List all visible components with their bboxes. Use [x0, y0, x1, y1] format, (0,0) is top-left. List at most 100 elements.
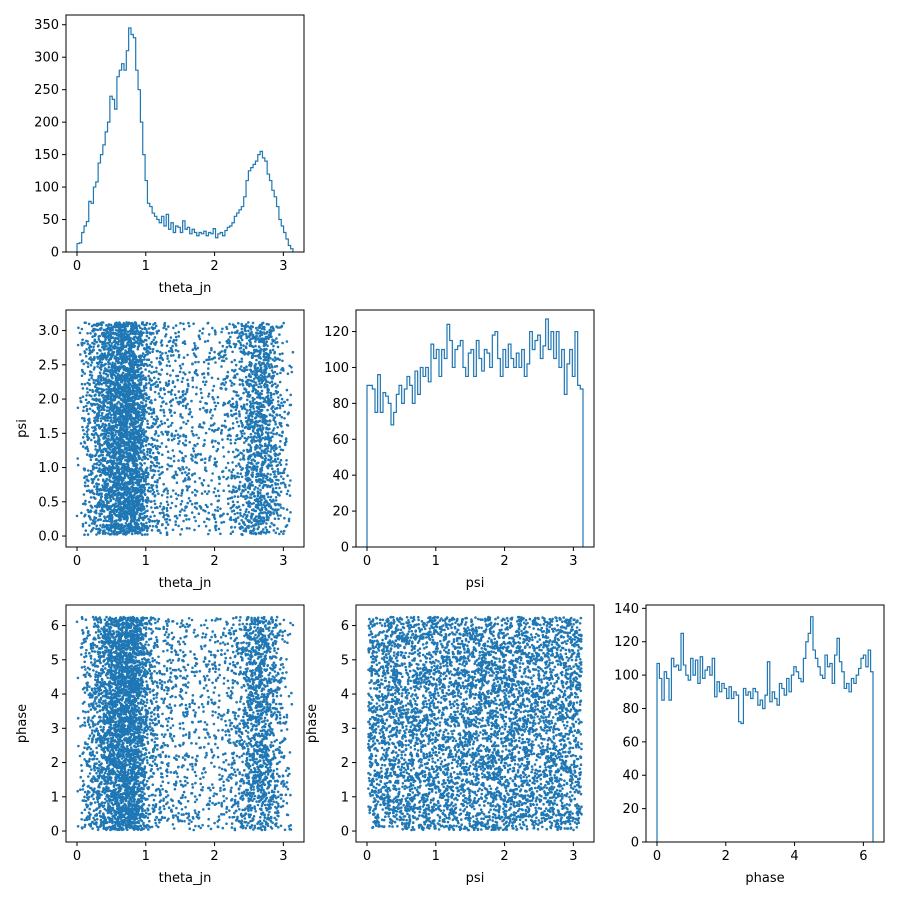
scatter-point — [144, 444, 148, 447]
scatter-point — [257, 502, 260, 506]
scatter-point — [276, 426, 280, 429]
scatter-point — [254, 509, 258, 513]
scatter-point — [139, 383, 143, 387]
scatter-point — [82, 493, 86, 496]
scatter-point — [153, 398, 157, 402]
scatter-point — [125, 425, 128, 429]
scatter-point — [129, 407, 133, 410]
scatter-point — [284, 437, 288, 440]
scatter-point — [132, 472, 136, 475]
scatter-point — [131, 351, 135, 354]
scatter-point — [237, 410, 241, 413]
scatter-point — [98, 463, 101, 467]
scatter-point — [106, 406, 109, 409]
scatter-point — [85, 453, 89, 456]
scatter-point — [89, 518, 92, 521]
scatter-point — [249, 351, 253, 355]
scatter-point — [181, 465, 184, 469]
scatter-point — [193, 528, 196, 532]
scatter-point — [148, 451, 152, 455]
scatter-point — [283, 417, 286, 420]
scatter-point — [177, 355, 181, 359]
scatter-point — [202, 421, 206, 425]
scatter-point — [148, 447, 152, 451]
scatter-point — [193, 480, 197, 484]
scatter-point — [146, 501, 149, 504]
scatter-point — [227, 331, 231, 335]
scatter-point — [240, 360, 244, 363]
scatter-point — [144, 430, 148, 433]
scatter-point — [133, 338, 136, 341]
scatter-point — [271, 383, 275, 387]
scatter-point — [185, 527, 189, 530]
scatter-point — [103, 355, 106, 359]
scatter-point — [272, 432, 276, 436]
scatter-point — [255, 354, 259, 358]
scatter-point — [187, 518, 191, 521]
scatter-point — [192, 322, 195, 326]
scatter-point — [188, 324, 191, 328]
scatter-point — [194, 460, 197, 464]
scatter-point — [285, 388, 289, 392]
scatter-point — [205, 402, 208, 405]
scatter-point — [239, 465, 242, 469]
scatter-point — [261, 361, 264, 365]
scatter-point — [231, 397, 234, 401]
scatter-point — [251, 384, 254, 388]
scatter-point — [96, 352, 99, 355]
scatter-point — [154, 524, 158, 528]
scatter-point — [253, 518, 256, 521]
scatter-point — [235, 506, 238, 509]
scatter-point — [130, 473, 133, 476]
scatter-point — [121, 486, 124, 490]
scatter-point — [274, 341, 277, 345]
scatter-point — [187, 472, 190, 475]
scatter-point — [239, 472, 242, 476]
scatter-point — [84, 354, 88, 358]
scatter-point — [146, 471, 149, 475]
scatter-point — [166, 503, 170, 507]
scatter-point — [276, 345, 280, 349]
scatter-point — [186, 501, 189, 505]
scatter-point — [242, 449, 245, 452]
scatter-point — [96, 365, 99, 368]
scatter-point — [291, 350, 295, 354]
scatter-point — [278, 333, 281, 336]
scatter-point — [280, 530, 283, 533]
scatter-point — [101, 429, 104, 432]
scatter-point — [98, 366, 102, 370]
scatter-point — [100, 394, 104, 397]
scatter-point — [145, 358, 149, 362]
scatter-point — [220, 428, 224, 432]
scatter-point — [243, 485, 246, 489]
scatter-point — [243, 407, 247, 411]
scatter-point — [216, 506, 219, 509]
scatter-point — [282, 532, 285, 536]
scatter-point — [132, 461, 135, 465]
scatter-point — [236, 511, 239, 515]
scatter-point — [184, 435, 188, 439]
scatter-point — [183, 514, 187, 517]
scatter-point — [249, 343, 252, 347]
scatter-point — [170, 404, 173, 408]
scatter-point — [158, 380, 162, 384]
scatter-point — [103, 348, 106, 351]
scatter-point — [224, 387, 228, 391]
scatter-point — [184, 392, 187, 396]
scatter-point — [266, 485, 269, 489]
scatter-point — [203, 468, 207, 472]
scatter-point — [165, 500, 169, 504]
scatter-point — [172, 474, 176, 478]
scatter-point — [141, 420, 144, 423]
scatter-point — [190, 502, 194, 506]
scatter-point — [145, 343, 148, 346]
scatter-point — [243, 513, 246, 516]
scatter-point — [254, 340, 257, 343]
scatter-point — [236, 372, 239, 376]
scatter-point — [162, 400, 165, 403]
scatter-point — [271, 406, 274, 409]
scatter-point — [175, 374, 178, 378]
histogram-step-line — [76, 27, 294, 252]
scatter-point — [279, 514, 282, 517]
scatter-point — [175, 516, 179, 520]
